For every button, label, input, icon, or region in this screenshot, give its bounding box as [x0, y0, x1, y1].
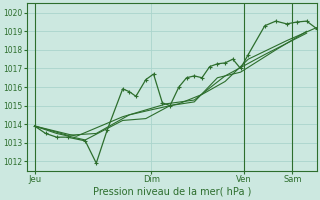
X-axis label: Pression niveau de la mer( hPa ): Pression niveau de la mer( hPa ) — [92, 187, 251, 197]
